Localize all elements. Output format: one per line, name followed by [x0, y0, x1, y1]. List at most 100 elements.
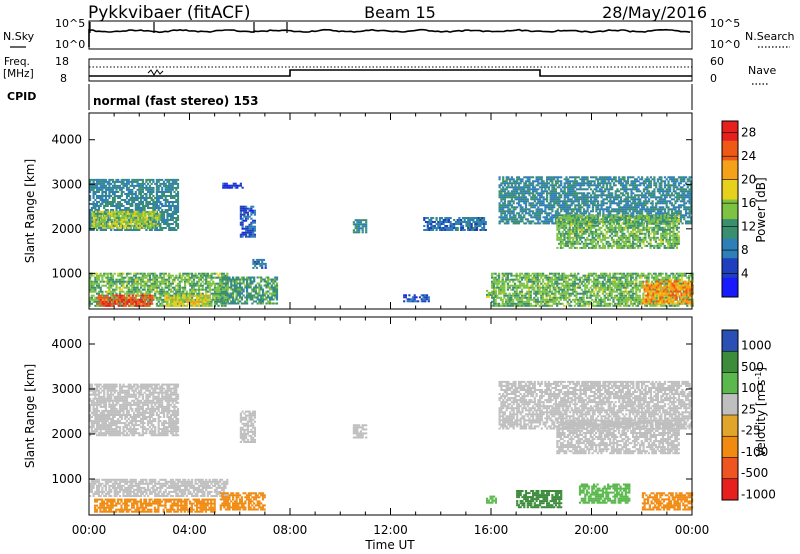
scatter-cell [591, 190, 594, 193]
scatter-cell [175, 188, 178, 191]
scatter-cell [403, 296, 406, 299]
scatter-cell [152, 298, 155, 301]
scatter-cell [665, 202, 668, 205]
scatter-cell [94, 276, 97, 279]
scatter-cell [568, 176, 572, 179]
scatter-cell [192, 286, 195, 289]
scatter-cell [103, 205, 106, 207]
scatter-cell [176, 197, 180, 199]
scatter-cell [162, 195, 166, 197]
scatter-cell [111, 184, 115, 187]
scatter-cell [99, 182, 102, 185]
scatter-cell [118, 290, 122, 293]
scatter-cell [221, 296, 224, 299]
scatter-cell [500, 198, 503, 201]
scatter-cell [162, 227, 166, 229]
scatter-cell [597, 202, 600, 205]
scatter-cell [272, 292, 275, 295]
scatter-cell [465, 223, 468, 225]
scatter-cell [148, 274, 151, 277]
scatter-cell [670, 194, 674, 197]
scatter-cell [120, 191, 123, 193]
scatter-cell [176, 227, 180, 229]
scatter-cell [577, 188, 580, 191]
scatter-cell [237, 302, 240, 305]
scatter-cell [430, 223, 433, 225]
scatter-cell [131, 199, 134, 201]
scatter-cell [154, 222, 157, 225]
scatter-cell [110, 201, 113, 203]
scatter-cell [263, 292, 266, 295]
scatter-cell [653, 184, 656, 187]
scatter-cell [221, 276, 224, 279]
scatter-cell [575, 184, 579, 187]
scatter-cell [554, 190, 557, 193]
scatter-cell [176, 178, 180, 181]
scatter-cell [108, 180, 111, 183]
scatter-cell [586, 210, 589, 213]
scatter-cell [658, 186, 661, 189]
scatter-cell [672, 214, 675, 217]
scatter-cell [604, 216, 607, 219]
scatter-cell [101, 186, 104, 189]
scatter-cell [523, 176, 526, 179]
scatter-cell [439, 217, 442, 219]
scatter-cell [96, 282, 99, 285]
scatter-cell [103, 224, 106, 227]
scatter-cell [528, 204, 531, 207]
scatter-cell [530, 210, 533, 213]
scatter-cell [500, 216, 503, 219]
scatter-cell [625, 184, 628, 187]
scatter-cell [140, 290, 143, 293]
scatter-cell [173, 197, 176, 199]
scatter-cell [194, 274, 197, 277]
scatter-cell [584, 182, 587, 185]
scatter-cell [148, 186, 151, 189]
scatter-cell [539, 222, 542, 225]
scatter-cell [474, 221, 477, 223]
scatter-cell [609, 210, 612, 213]
scatter-cell [674, 200, 677, 203]
scatter-cell [556, 186, 559, 189]
scatter-cell [235, 280, 238, 283]
scatter-cell [249, 284, 252, 287]
scatter-cell [97, 197, 100, 199]
scatter-cell [630, 208, 633, 211]
scatter-cell [540, 184, 543, 187]
scatter-cell [453, 225, 456, 227]
scatter-cell [92, 280, 95, 283]
scatter-cell [507, 200, 510, 203]
scatter-cell [166, 284, 169, 287]
scatter-cell [655, 216, 658, 219]
scatter-cell [498, 220, 501, 223]
scatter-cell [540, 200, 543, 203]
scatter-cell [138, 300, 141, 303]
scatter-cell [540, 220, 543, 223]
scatter-cell [670, 176, 674, 179]
scatter-cell [104, 186, 107, 189]
scatter-cell [161, 215, 164, 217]
scatter-cell [187, 274, 190, 277]
scatter-cell [262, 262, 266, 265]
scatter-cell [187, 280, 190, 283]
scatter-cell [446, 227, 449, 229]
scatter-cell [440, 217, 443, 219]
scatter-cell [171, 197, 174, 199]
scatter-cell [173, 288, 176, 291]
scatter-cell [169, 207, 173, 209]
scatter-cell [542, 182, 545, 185]
scatter-cell [616, 180, 619, 183]
scatter-cell [210, 274, 213, 277]
scatter-cell [116, 214, 119, 217]
scatter-cell [456, 227, 459, 229]
scatter-cell [96, 286, 99, 289]
scatter-cell [575, 212, 579, 215]
scatter-cell [191, 304, 194, 307]
scatter-cell [483, 227, 486, 229]
scatter-cell [674, 210, 677, 213]
scatter-cell [232, 184, 235, 187]
scatter-cell [101, 178, 104, 181]
scatter-cell [141, 182, 144, 185]
scatter-cell [644, 204, 647, 207]
scatter-cell [117, 220, 121, 223]
